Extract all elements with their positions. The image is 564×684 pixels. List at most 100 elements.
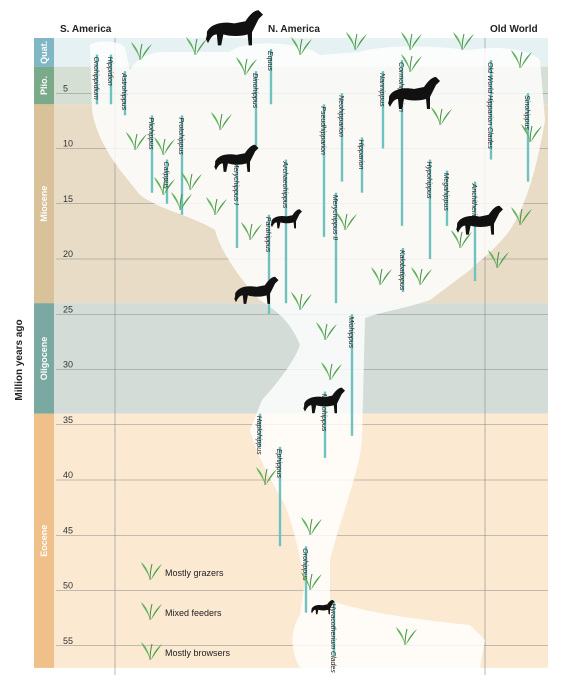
plant-icon-13: [154, 177, 175, 196]
genus-label-24: Mesohippus: [320, 394, 327, 432]
genus-label-11: Pseudhipparion: [319, 106, 326, 155]
genus-label-18: Hypohippus: [425, 162, 432, 199]
genus-label-26: Ephippus: [275, 449, 282, 479]
legend-label-browser: Mostly browsers: [165, 648, 231, 658]
plant-icon-16: [316, 322, 337, 341]
genus-bar-5: [180, 115, 184, 215]
plant-icon-17: [321, 362, 342, 381]
plant-icon-legend-0: [141, 562, 162, 581]
epoch-tab-0: [34, 38, 54, 67]
plant-icon-2: [236, 57, 257, 76]
horse-silhouette-3: [270, 209, 302, 229]
genus-label-22: Sinohippus: [523, 95, 530, 130]
genus-label-21: Old World Hipparion Clades: [486, 62, 493, 149]
horse-silhouette-1: [388, 77, 440, 109]
plant-icon-10: [171, 192, 192, 211]
plant-icon-25: [401, 54, 422, 73]
genus-bars: [95, 49, 530, 657]
tick-label-3: 20: [63, 249, 73, 259]
plant-icon-7: [511, 50, 532, 69]
plant-icon-24: [521, 124, 542, 143]
plant-icon-14: [241, 222, 262, 241]
tick-label-4: 25: [63, 304, 73, 314]
genus-bar-16: [400, 60, 404, 226]
genus-bar-24: [323, 391, 327, 458]
horse-silhouette-7: [311, 599, 335, 615]
epoch-tab-1: [34, 66, 54, 105]
epoch-label-2: Miocene: [39, 186, 49, 222]
genus-bar-4: [165, 159, 169, 204]
genus-bar-11: [322, 104, 326, 237]
tick-label-0: 5: [63, 83, 68, 93]
genus-bar-18: [428, 159, 432, 259]
genus-label-20: Anchitherium: [470, 183, 477, 225]
genus-bar-8: [269, 49, 273, 105]
genus-bar-28: [332, 601, 336, 657]
plant-icons: [126, 32, 542, 646]
genus-label-14: Hipparion: [357, 139, 364, 169]
epoch-tab-2: [34, 104, 54, 304]
epoch-label-0: Quat.: [39, 41, 49, 64]
genus-label-3: Pliohippus: [147, 117, 154, 150]
genus-bar-15: [381, 71, 385, 149]
genus-label-4: Calippus: [162, 162, 169, 190]
tree-silhouette: [90, 41, 545, 668]
genus-label-6: Merychippus I: [232, 162, 239, 206]
genus-bar-10: [284, 159, 288, 304]
plant-icon-8: [126, 132, 147, 151]
tick-label-1: 10: [63, 139, 73, 149]
genus-bar-21: [489, 60, 493, 160]
horse-silhouettes: [205, 10, 503, 615]
genus-label-13: Merychippus II: [331, 195, 338, 241]
genus-labels: Onohippidium Hippidion Astrohippus Pliohipp…: [92, 51, 530, 673]
genus-bar-23: [350, 314, 354, 436]
genus-label-0: Onohippidium: [92, 57, 99, 100]
plant-icon-6: [453, 32, 474, 51]
plant-icon-29: [396, 627, 417, 646]
epoch-tab-3: [34, 303, 54, 414]
legend: Mostly grazers Mixed feeders Mostly browse…: [141, 562, 231, 661]
plant-icon-28: [301, 572, 322, 591]
genus-bar-0: [95, 54, 99, 105]
plant-icon-legend-1: [141, 602, 162, 621]
region-label-south-america: S. America: [60, 24, 112, 35]
genus-label-17: Kalobatippus: [398, 250, 405, 291]
epoch-label-4: Eocene: [39, 525, 49, 557]
plant-icon-27: [301, 517, 322, 536]
legend-label-grazer: Mostly grazers: [165, 568, 224, 578]
plant-icon-19: [371, 267, 392, 286]
genus-bar-14: [360, 137, 364, 193]
region-label-north-america: N. America: [268, 24, 320, 35]
plant-icon-15: [291, 292, 312, 311]
plant-icon-5: [401, 32, 422, 51]
genus-label-19: Megahippus: [442, 173, 449, 212]
genus-label-23: Miohippus: [347, 316, 354, 348]
genus-label-10: Archaeohippus: [281, 161, 288, 209]
plant-icon-9: [154, 137, 175, 156]
region-label-old-world: Old World: [490, 24, 538, 35]
plant-icon-30: [211, 112, 232, 131]
genus-bar-12: [340, 93, 344, 182]
plant-icon-4: [346, 32, 367, 51]
tick-label-10: 55: [63, 636, 73, 646]
genus-label-9: Parahippus: [264, 217, 271, 253]
tick-label-2: 15: [63, 194, 73, 204]
genus-label-5: Protohippus: [177, 117, 184, 155]
tick-label-9: 50: [63, 581, 73, 591]
genus-bar-17: [401, 247, 405, 293]
phylogeny-tree-shape: [90, 41, 545, 668]
epoch-tabs: Quat. Plio. Miocene Oligocene Eocene: [34, 38, 54, 668]
axis-title: Million years ago: [14, 319, 25, 400]
genus-label-27: Orohippus: [301, 548, 308, 581]
genus-label-16: Cormohipparion: [397, 62, 404, 112]
genus-label-7: Dinohippus: [251, 73, 258, 109]
genus-bar-6: [235, 159, 239, 248]
genus-label-15: Nannippus: [378, 73, 385, 107]
genus-label-12: Neohipparion: [337, 95, 344, 137]
genus-bar-13: [334, 192, 338, 304]
plant-icon-1: [186, 37, 207, 56]
genus-label-25: Haplohippus: [255, 416, 262, 455]
epoch-label-1: Plio.: [39, 76, 49, 95]
plant-icon-11: [181, 172, 202, 191]
